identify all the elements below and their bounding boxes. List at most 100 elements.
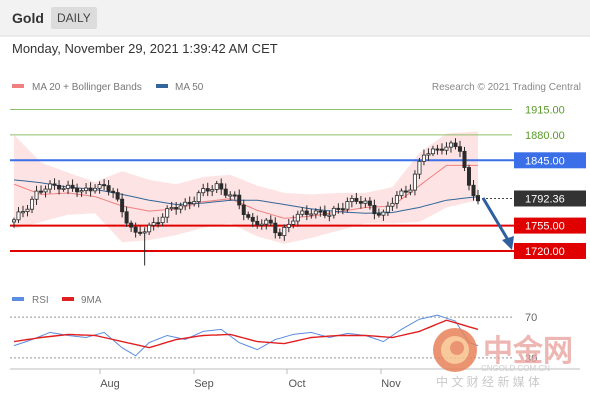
candle-body xyxy=(79,190,84,193)
candle-body xyxy=(327,214,332,217)
candle-body xyxy=(147,224,152,233)
candle-body xyxy=(142,231,147,234)
candle-body xyxy=(345,201,350,210)
ma20-line xyxy=(13,164,478,219)
level-label: 1720.00 xyxy=(525,246,565,258)
candle-body xyxy=(399,190,404,197)
candle-body xyxy=(331,207,336,216)
candle-body xyxy=(88,187,93,192)
candle-body xyxy=(309,213,314,216)
candle-body xyxy=(223,188,228,196)
candle-body xyxy=(403,190,408,193)
candle-body xyxy=(210,189,215,192)
candle-body xyxy=(363,200,368,204)
x-tick-label: Aug xyxy=(100,378,120,390)
candle-body xyxy=(444,146,449,151)
rsi-ma-line xyxy=(13,319,479,349)
candle-body xyxy=(187,201,192,205)
ma20-legend-label: MA 20 + Bollinger Bands xyxy=(32,82,142,93)
candle-body xyxy=(138,231,143,234)
watermark-logo xyxy=(433,328,477,372)
candle-body xyxy=(282,227,287,236)
candle-body xyxy=(241,204,246,215)
candle-body xyxy=(259,223,264,226)
candle-body xyxy=(408,189,413,193)
candle-body xyxy=(70,184,75,189)
candle-body xyxy=(277,232,282,236)
candle-body xyxy=(372,204,377,215)
candle-body xyxy=(34,190,39,200)
price-tag xyxy=(514,190,586,207)
candle-body xyxy=(57,184,62,190)
top-bar: Gold DAILY xyxy=(0,0,590,36)
period-tab[interactable]: DAILY xyxy=(51,7,97,29)
rsi-ma-legend-label: 9MA xyxy=(81,295,102,306)
candle-body xyxy=(453,142,458,148)
candle-body xyxy=(201,188,206,194)
candle-body xyxy=(214,183,219,190)
candle-body xyxy=(120,198,125,213)
candle-body xyxy=(268,219,273,224)
candle-body xyxy=(178,205,183,210)
level-tag xyxy=(514,217,586,234)
candle-body xyxy=(219,183,224,190)
candle-body xyxy=(165,208,170,218)
candle-body xyxy=(16,211,21,221)
asset-title: Gold xyxy=(12,10,44,26)
candle-body xyxy=(183,201,188,207)
candle-body xyxy=(358,201,363,204)
candle-body xyxy=(111,190,116,193)
candle-body xyxy=(228,194,233,197)
candle-body xyxy=(151,222,156,226)
rsi-level-label: 30 xyxy=(525,353,537,365)
candle-body xyxy=(255,220,260,226)
candle-body xyxy=(385,205,390,213)
candle-body xyxy=(462,150,467,168)
candle-body xyxy=(11,219,16,223)
forecast-arrow xyxy=(481,197,510,241)
rsi-panel: 70 30 xyxy=(10,312,537,365)
forecast-arrowhead xyxy=(502,236,514,250)
price-label: 1792.36 xyxy=(525,193,565,205)
bollinger-band-fill xyxy=(14,131,478,244)
candle-body xyxy=(25,208,30,212)
candle-body xyxy=(133,226,138,233)
candle-body xyxy=(435,148,440,151)
candle-body xyxy=(30,198,35,210)
candle-body xyxy=(75,187,80,193)
ma50-legend-label: MA 50 xyxy=(175,82,204,93)
candle-body xyxy=(322,210,327,216)
candle-body xyxy=(295,213,300,222)
rsi-level-label: 70 xyxy=(525,312,537,324)
candle-body xyxy=(102,184,107,187)
candle-body xyxy=(430,148,435,155)
candle-body xyxy=(39,190,44,193)
candle-body xyxy=(394,195,399,204)
bollinger-band xyxy=(13,131,479,244)
candle-body xyxy=(232,194,237,197)
candle-body xyxy=(466,167,471,186)
candle-body xyxy=(97,184,102,189)
candle-body xyxy=(129,222,134,228)
level-label: 1915.00 xyxy=(525,105,565,117)
x-tick-label: Oct xyxy=(288,378,305,390)
candle-body xyxy=(160,216,165,224)
candle-body xyxy=(376,213,381,216)
candle-body xyxy=(417,160,422,175)
candles xyxy=(11,138,480,266)
candle-body xyxy=(439,148,444,151)
candle-body xyxy=(381,211,386,216)
candle-body xyxy=(93,187,98,192)
candle-body xyxy=(115,192,120,200)
candle-body xyxy=(273,222,278,234)
level-tag xyxy=(514,242,586,259)
candle-body xyxy=(367,200,372,206)
candle-body xyxy=(412,173,417,191)
candle-body xyxy=(475,195,480,202)
candle-body xyxy=(196,192,201,203)
candle-body xyxy=(156,222,161,225)
candle-body xyxy=(48,183,53,190)
credit-label: Research © 2021 Trading Central xyxy=(432,82,581,93)
level-label: 1880.00 xyxy=(525,130,565,142)
